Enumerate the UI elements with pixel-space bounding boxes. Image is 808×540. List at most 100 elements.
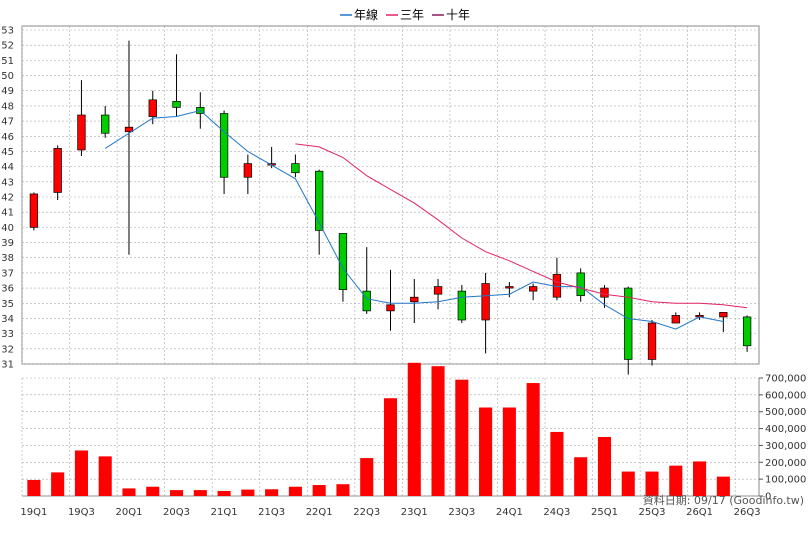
price-tick-label: 37 [1, 268, 14, 279]
volume-tick-label: 400,000 [765, 424, 806, 435]
footer-date: 資料日期: 09/17 (Goodinfo.tw) [643, 493, 804, 507]
candle-body [528, 286, 538, 292]
candle-body [600, 287, 609, 298]
volume-bar [360, 458, 374, 496]
volume-bar [241, 489, 255, 496]
price-tick-label: 43 [1, 177, 14, 188]
volume-bar [383, 398, 398, 496]
volume-bars [27, 362, 730, 496]
volume-bar [693, 461, 707, 496]
volume-bar [550, 431, 564, 496]
volume-tick-label: 0 [765, 492, 771, 503]
volume-tick-label: 600,000 [765, 390, 806, 401]
volume-tick-label: 500,000 [765, 407, 806, 418]
candle-body [148, 99, 157, 117]
volume-bar [407, 362, 421, 496]
price-tick-label: 44 [1, 162, 14, 173]
candle-body [243, 163, 253, 178]
candles [29, 40, 752, 375]
time-tick-label: 24Q1 [496, 507, 523, 518]
price-tick-label: 46 [1, 132, 14, 143]
time-tick-label: 20Q1 [115, 507, 142, 518]
candle-body [291, 163, 300, 174]
volume-bar [51, 472, 65, 496]
time-tick-label: 25Q1 [591, 507, 618, 518]
candle-body [719, 312, 728, 318]
volume-bar [288, 486, 302, 496]
volume-bar [193, 490, 207, 496]
price-tick-label: 49 [1, 86, 14, 97]
time-tick-label: 21Q1 [211, 507, 238, 518]
volume-tick-label: 200,000 [765, 458, 806, 469]
candle-body [576, 272, 585, 297]
candle-body [172, 101, 181, 108]
volume-bar [27, 479, 41, 496]
price-tick-label: 50 [1, 71, 14, 82]
time-tick-label: 23Q3 [448, 507, 475, 518]
volume-bar [146, 486, 160, 496]
legend-label-0: 年線 [354, 7, 378, 22]
volume-axis: 0 100,000 200,000 300,000 400,000 500,000 600,… [759, 374, 806, 503]
price-tick-label: 45 [1, 147, 14, 158]
ma-line-1 [295, 143, 748, 309]
candle-body [124, 126, 134, 133]
candle-body [457, 290, 466, 321]
time-tick-label: 25Q3 [639, 507, 666, 518]
time-tick-label: 26Q3 [734, 507, 761, 518]
volume-bar [597, 437, 612, 496]
candle-body [77, 114, 86, 151]
price-tick-label: 38 [1, 253, 14, 264]
volume-bar [526, 383, 540, 496]
candle-body [338, 233, 348, 290]
price-tick-label: 34 [1, 314, 14, 325]
volume-bar [122, 488, 136, 496]
price-tick-label: 42 [1, 193, 14, 204]
candle-body [29, 193, 39, 228]
time-tick-label: 23Q1 [401, 507, 428, 518]
price-tick-label: 40 [1, 223, 14, 234]
price-tick-label: 39 [1, 238, 14, 249]
candle-body [410, 296, 419, 303]
price-tick-label: 35 [1, 299, 14, 310]
volume-bar [431, 366, 445, 496]
volume-bar [74, 450, 88, 496]
candle-body [101, 114, 110, 134]
time-tick-label: 26Q1 [686, 507, 713, 518]
candle-body [386, 304, 395, 312]
time-axis: 19Q1 19Q3 20Q1 20Q3 21Q1 21Q3 22Q1 22Q3 23Q1 23Q3… [20, 507, 760, 518]
price-axis: 31 32 33 34 35 36 37 38 39 40 41 42 43 44 45 46 47 48 49 50… [1, 26, 14, 371]
price-tick-label: 33 [1, 329, 14, 340]
volume-bar [98, 456, 112, 496]
volume-tick-label: 700,000 [765, 374, 806, 385]
candle-body [219, 113, 229, 178]
volume-bar [455, 379, 469, 496]
time-tick-label: 21Q3 [258, 507, 285, 518]
volume-tick-label: 300,000 [765, 441, 806, 452]
time-tick-label: 20Q3 [163, 507, 190, 518]
price-tick-label: 51 [1, 56, 14, 67]
candle-body [505, 286, 514, 289]
price-tick-label: 31 [1, 360, 14, 371]
price-tick-label: 41 [1, 208, 14, 219]
price-tick-label: 48 [1, 101, 14, 112]
ma-line-0 [104, 109, 724, 330]
price-tick-label: 36 [1, 284, 14, 295]
time-tick-label: 19Q3 [68, 507, 95, 518]
candle-body [53, 148, 62, 193]
legend-label-2: 十年 [446, 8, 470, 22]
time-tick-label: 19Q1 [20, 507, 47, 518]
price-tick-label: 47 [1, 117, 14, 128]
price-tick-label: 53 [1, 26, 14, 37]
time-tick-label: 22Q1 [306, 507, 333, 518]
legend: 年線 三年 十年 [340, 7, 470, 22]
candle-body [481, 283, 490, 321]
candle-body [433, 286, 443, 295]
price-tick-label: 52 [1, 41, 14, 52]
volume-bar [336, 484, 350, 496]
volume-bar [645, 471, 659, 496]
volume-bar [169, 490, 184, 496]
time-tick-label: 24Q3 [543, 507, 570, 518]
volume-bar [312, 485, 326, 496]
